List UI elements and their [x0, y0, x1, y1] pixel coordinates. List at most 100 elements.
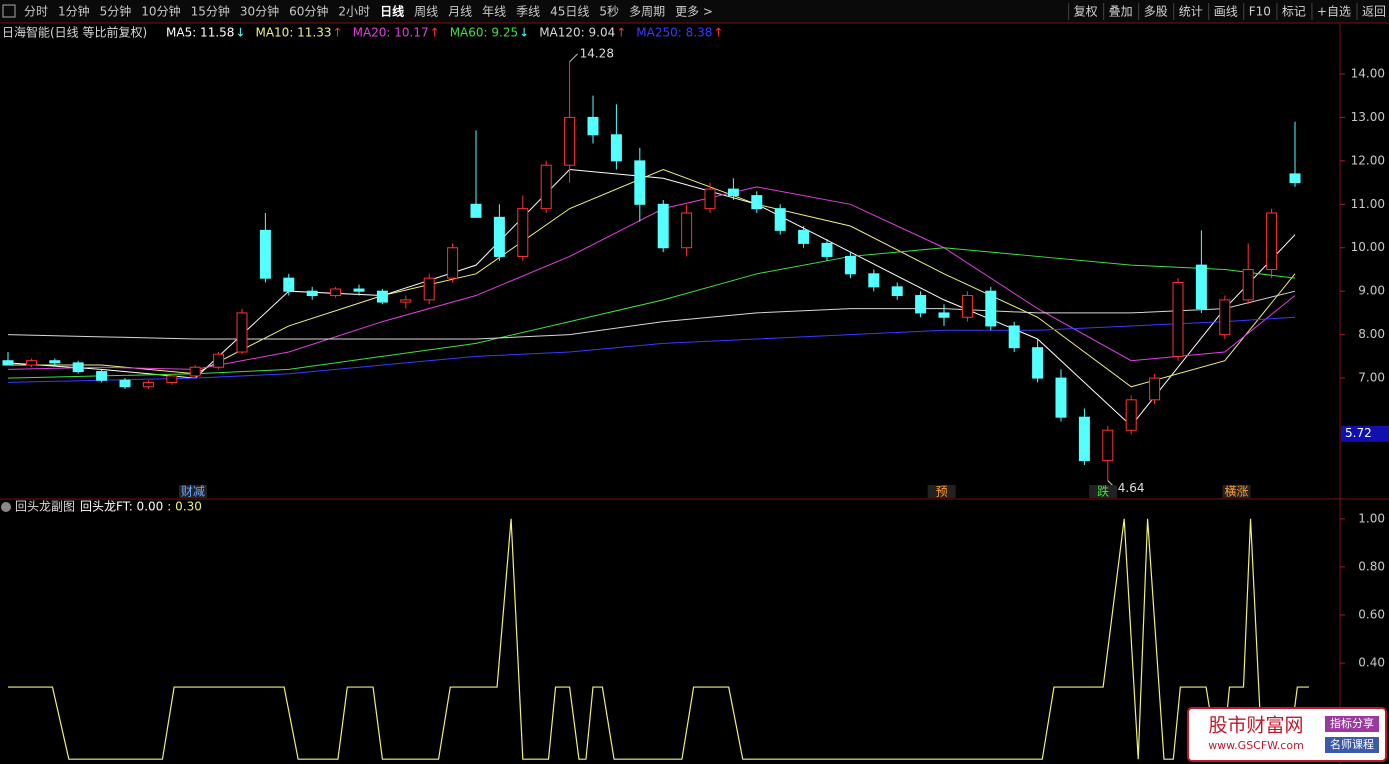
- candle-body: [423, 277, 435, 301]
- candle-body: [2, 360, 14, 366]
- toolbar-tab[interactable]: 周线: [414, 5, 438, 19]
- candle-body: [119, 379, 131, 388]
- candle-body: [1102, 429, 1114, 462]
- candle-body: [1149, 377, 1161, 401]
- toolbar-button[interactable]: 统计: [1179, 5, 1203, 19]
- candle-body: [330, 288, 342, 297]
- toolbar: [0, 0, 1389, 23]
- candle-body: [1125, 399, 1137, 431]
- ma-legend: MA250: 8.38: [636, 26, 712, 40]
- toolbar-tab[interactable]: 分时: [24, 5, 48, 19]
- candle-body: [774, 208, 786, 231]
- candle-body: [142, 381, 154, 388]
- candle-body: [306, 290, 318, 297]
- candle-body: [283, 277, 295, 292]
- y-tick-label: 0.80: [1358, 559, 1385, 573]
- pane-toggle[interactable]: [1, 502, 11, 512]
- toolbar-tab[interactable]: 45日线: [550, 5, 589, 19]
- toolbar-tab[interactable]: 5秒: [599, 5, 619, 19]
- toolbar-tab[interactable]: 季线: [516, 5, 540, 19]
- ma-legend: MA5: 11.58: [166, 26, 234, 40]
- candle-body: [610, 134, 622, 162]
- watermark-tag: 名师课程: [1330, 737, 1374, 751]
- candle-body: [891, 286, 903, 297]
- candle-body: [236, 312, 248, 353]
- toolbar-button[interactable]: F10: [1249, 5, 1271, 19]
- candle-body: [1289, 173, 1301, 184]
- toolbar-tab[interactable]: 5分钟: [100, 4, 132, 19]
- candle-body: [96, 371, 108, 381]
- candle-body: [798, 229, 810, 244]
- candle-body: [189, 366, 201, 377]
- candle-body: [400, 299, 412, 303]
- toolbar-button[interactable]: 多股: [1144, 5, 1168, 19]
- candle-body: [564, 116, 576, 166]
- candle-body: [540, 164, 552, 210]
- candle-body: [657, 203, 669, 249]
- candle-body: [985, 290, 997, 327]
- candle-body: [868, 273, 880, 288]
- toolbar-button[interactable]: 画线: [1214, 5, 1238, 19]
- toolbar-tab[interactable]: 日线: [380, 4, 404, 19]
- annotation-pointer: [569, 53, 578, 63]
- ma-legend: MA10: 11.33: [255, 26, 331, 40]
- candle-body: [587, 116, 599, 136]
- y-tick-label: 7.00: [1358, 371, 1385, 385]
- candle-body: [49, 360, 61, 364]
- pane-legend: 回头龙FT: 0.00: [80, 500, 163, 514]
- menu-icon[interactable]: [2, 4, 16, 18]
- toolbar-tab[interactable]: 1分钟: [58, 4, 90, 19]
- candle-body: [447, 247, 459, 279]
- toolbar-tab[interactable]: 多周期: [629, 5, 665, 19]
- signal-box: [178, 485, 207, 498]
- toolbar-button[interactable]: +自选: [1317, 5, 1351, 19]
- candle-body: [1055, 377, 1067, 418]
- ma-legend: MA120: 9.04: [539, 26, 615, 40]
- y-tick-label: 1.00: [1358, 511, 1385, 525]
- ma-legend: MA60: 9.25: [450, 26, 518, 40]
- watermark-tag-box: [1325, 716, 1379, 732]
- toolbar-button[interactable]: 复权: [1074, 5, 1098, 19]
- toolbar-button[interactable]: 叠加: [1109, 5, 1133, 19]
- candle-body: [1219, 299, 1231, 336]
- candle-body: [470, 203, 482, 218]
- toolbar-tab[interactable]: 60分钟: [289, 4, 328, 19]
- signal-box: [1089, 485, 1118, 498]
- toolbar-tab[interactable]: 2小时: [338, 5, 370, 19]
- ma-arrow: ↑: [333, 26, 343, 40]
- ma-arrow: ↓: [519, 26, 529, 40]
- candle-body: [353, 288, 365, 292]
- candle-body: [727, 188, 739, 197]
- ma-arrow: ↑: [713, 26, 723, 40]
- candle-body: [517, 208, 529, 257]
- y-tick-label: 8.00: [1358, 327, 1385, 341]
- candle-body: [1008, 325, 1020, 349]
- toolbar-button[interactable]: 标记: [1282, 5, 1306, 19]
- candle-body: [25, 360, 37, 366]
- candle-body: [681, 212, 693, 249]
- annotation-label: 4.64: [1118, 481, 1145, 495]
- y-tick-label: 10.00: [1351, 240, 1385, 254]
- toolbar-tab[interactable]: 30分钟: [240, 4, 279, 19]
- pane-legend: : 0.30: [167, 500, 202, 514]
- watermark-tag-box: [1325, 737, 1379, 753]
- toolbar-tab[interactable]: 年线: [482, 5, 506, 19]
- toolbar-tab[interactable]: 月线: [448, 5, 472, 19]
- toolbar-tab[interactable]: 10分钟: [141, 4, 180, 19]
- toolbar-tab[interactable]: 更多 >: [675, 5, 713, 19]
- ma-line: [7, 316, 1296, 383]
- candle-body: [751, 195, 763, 210]
- toolbar-button[interactable]: 返回: [1362, 5, 1386, 19]
- candle-body: [1195, 264, 1207, 310]
- ma-legend: MA20: 10.17: [353, 26, 429, 40]
- y-tick-label: 0.60: [1358, 607, 1385, 621]
- ma-arrow: ↓: [235, 26, 245, 40]
- signal-label: 预: [936, 485, 948, 499]
- candle-body: [844, 255, 856, 275]
- candle-body: [213, 353, 225, 368]
- toolbar-tab[interactable]: 15分钟: [191, 4, 230, 19]
- ma-line: [7, 247, 1296, 379]
